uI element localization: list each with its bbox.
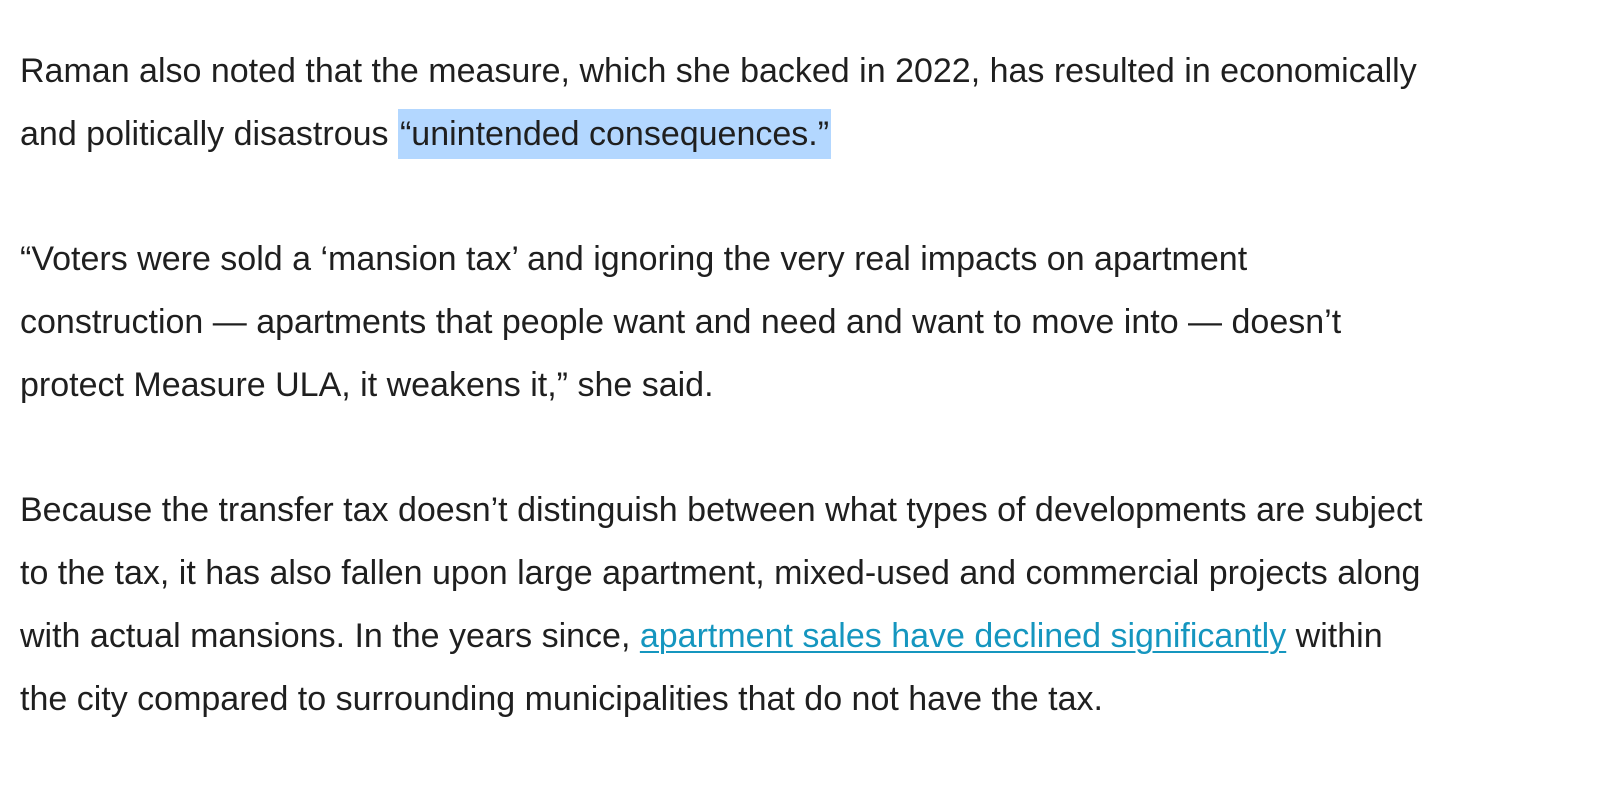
paragraph-voters-quote: “Voters were sold a ‘mansion tax’ and ig… xyxy=(20,228,1580,417)
paragraph-2-line-3: protect Measure ULA, it weakens it,” she… xyxy=(20,366,714,404)
paragraph-1-line-2: and politically disastrous xyxy=(20,115,398,153)
paragraph-2-line-1: “Voters were sold a ‘mansion tax’ and ig… xyxy=(20,240,1248,278)
paragraph-3-line-1: Because the transfer tax doesn’t disting… xyxy=(20,491,1423,529)
article-body: Raman also noted that the measure, which… xyxy=(20,40,1580,731)
paragraph-raman-noted: Raman also noted that the measure, which… xyxy=(20,40,1580,166)
apartment-sales-link[interactable]: apartment sales have declined significan… xyxy=(639,617,1287,655)
paragraph-3-line-4: the city compared to surrounding municip… xyxy=(20,680,1103,718)
paragraph-3-line-2: to the tax, it has also fallen upon larg… xyxy=(20,554,1421,592)
paragraph-3-line-3: with actual mansions. In the years since… xyxy=(20,617,640,655)
paragraph-1-line-1: Raman also noted that the measure, which… xyxy=(20,52,1417,90)
paragraph-3-after-link: within xyxy=(1286,617,1383,655)
paragraph-transfer-tax: Because the transfer tax doesn’t disting… xyxy=(20,479,1580,731)
paragraph-2-line-2: construction — apartments that people wa… xyxy=(20,303,1342,341)
selected-text-highlight[interactable]: “unintended consequences.” xyxy=(397,109,832,159)
